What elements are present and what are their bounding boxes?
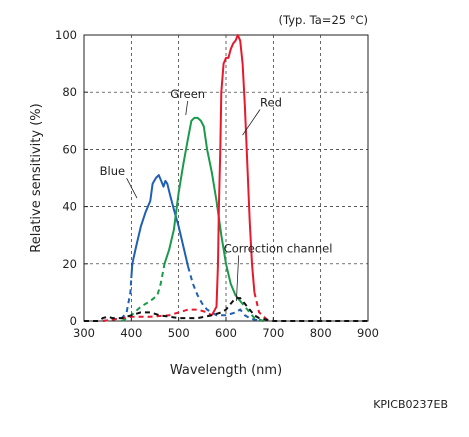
- grid-lines: [84, 35, 368, 321]
- x-tick-label: 400: [120, 326, 142, 340]
- annotation-leader-green: [185, 100, 189, 116]
- x-tick-label: 700: [262, 326, 284, 340]
- axis-ticks: 300 400 500 600 700 800 900 0 20 40 60 80 100: [55, 28, 379, 340]
- series-green-line: [163, 116, 241, 302]
- y-axis-label: Relative sensitivity (%): [29, 103, 44, 252]
- x-tick-label: 500: [168, 326, 190, 340]
- y-tick-label: 20: [62, 257, 77, 271]
- series-red-dashed-left: [102, 308, 213, 322]
- annotation-correction-channel: Correction channel: [224, 241, 333, 255]
- series-blue-dashed-left: [102, 278, 133, 322]
- annotation-leader-blue: [126, 177, 138, 199]
- y-tick-label: 0: [70, 314, 77, 328]
- series-red-dashed-right: [253, 292, 270, 322]
- x-axis-label: Wavelength (nm): [170, 363, 282, 378]
- x-tick-label: 600: [215, 326, 237, 340]
- y-tick-label: 60: [62, 142, 77, 156]
- x-tick-label: 800: [310, 326, 332, 340]
- y-tick-label: 100: [55, 28, 77, 42]
- x-tick-label: 900: [357, 326, 379, 340]
- series-correction-channel-line: [84, 297, 368, 322]
- x-tick-label: 300: [73, 326, 95, 340]
- annotation-green: Green: [170, 87, 205, 101]
- series-red-line: [210, 34, 256, 316]
- series-blue-dashed-right: [187, 266, 265, 322]
- annotation-group: Green Red Blue Correction channel: [100, 87, 333, 301]
- series-blue-line: [130, 174, 190, 279]
- chart-note: (Typ. Ta=25 °C): [279, 13, 369, 27]
- annotation-leader-red: [242, 109, 261, 136]
- document-code: KPICB0237EB: [373, 398, 448, 411]
- annotation-red: Red: [260, 96, 282, 110]
- series-green-dashed-left: [121, 263, 166, 322]
- annotation-blue: Blue: [100, 164, 125, 178]
- annotation-leader-correction-channel: [236, 255, 240, 301]
- y-tick-label: 40: [62, 200, 77, 214]
- series-green-dashed-right: [239, 300, 265, 322]
- series-group: [84, 34, 368, 322]
- y-tick-label: 80: [62, 85, 77, 99]
